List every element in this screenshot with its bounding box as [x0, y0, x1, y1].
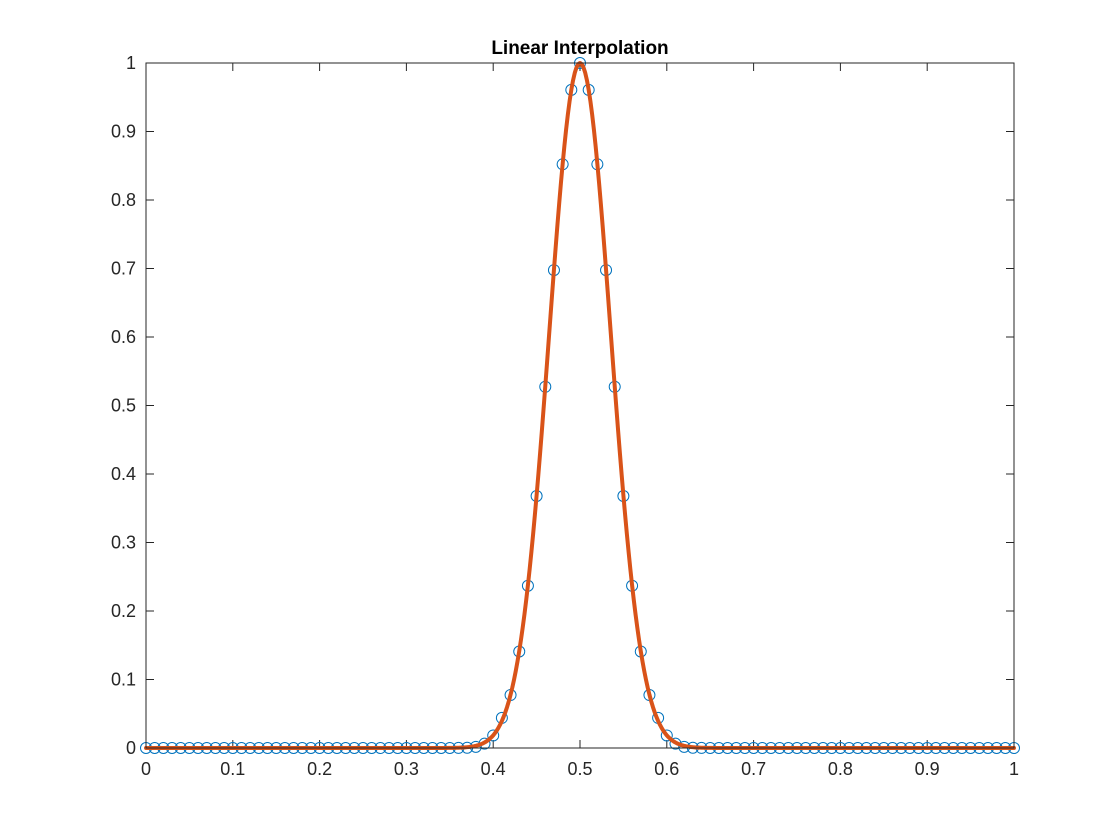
- y-tick-label: 0.7: [111, 259, 136, 279]
- x-tick-label: 0.6: [654, 759, 679, 779]
- y-tick-label: 0.2: [111, 601, 136, 621]
- sample-marker: [487, 729, 500, 742]
- x-tick-label: 0.7: [741, 759, 766, 779]
- x-tick-label: 0.1: [220, 759, 245, 779]
- x-tick-label: 0.2: [307, 759, 332, 779]
- y-tick-label: 0.4: [111, 464, 136, 484]
- y-tick-label: 0.5: [111, 396, 136, 416]
- y-tick-label: 0.9: [111, 122, 136, 142]
- axes-background: [146, 63, 1014, 748]
- x-tick-label: 0.3: [394, 759, 419, 779]
- x-tick-label: 0.4: [481, 759, 506, 779]
- x-tick-labels: 0 0.1 0.2 0.3 0.4 0.5 0.6 0.7 0.8 0.9 1: [141, 759, 1019, 779]
- x-tick-label: 1: [1009, 759, 1019, 779]
- y-tick-label: 0.8: [111, 190, 136, 210]
- y-tick-label: 0.6: [111, 327, 136, 347]
- chart-title: Linear Interpolation: [491, 38, 668, 59]
- axes-box: [145, 62, 1015, 749]
- y-tick-labels: 0 0.1 0.2 0.3 0.4 0.5 0.6 0.7 0.8 0.9 1: [111, 53, 136, 758]
- sample-marker: [660, 729, 673, 742]
- x-tick-label: 0.9: [915, 759, 940, 779]
- y-tick-label: 0: [126, 738, 136, 758]
- y-tick-label: 0.1: [111, 670, 136, 690]
- x-tick-label: 0.5: [567, 759, 592, 779]
- x-tick-label: 0.8: [828, 759, 853, 779]
- x-tick-label: 0: [141, 759, 151, 779]
- y-tick-label: 0.3: [111, 533, 136, 553]
- y-tick-label: 1: [126, 53, 136, 73]
